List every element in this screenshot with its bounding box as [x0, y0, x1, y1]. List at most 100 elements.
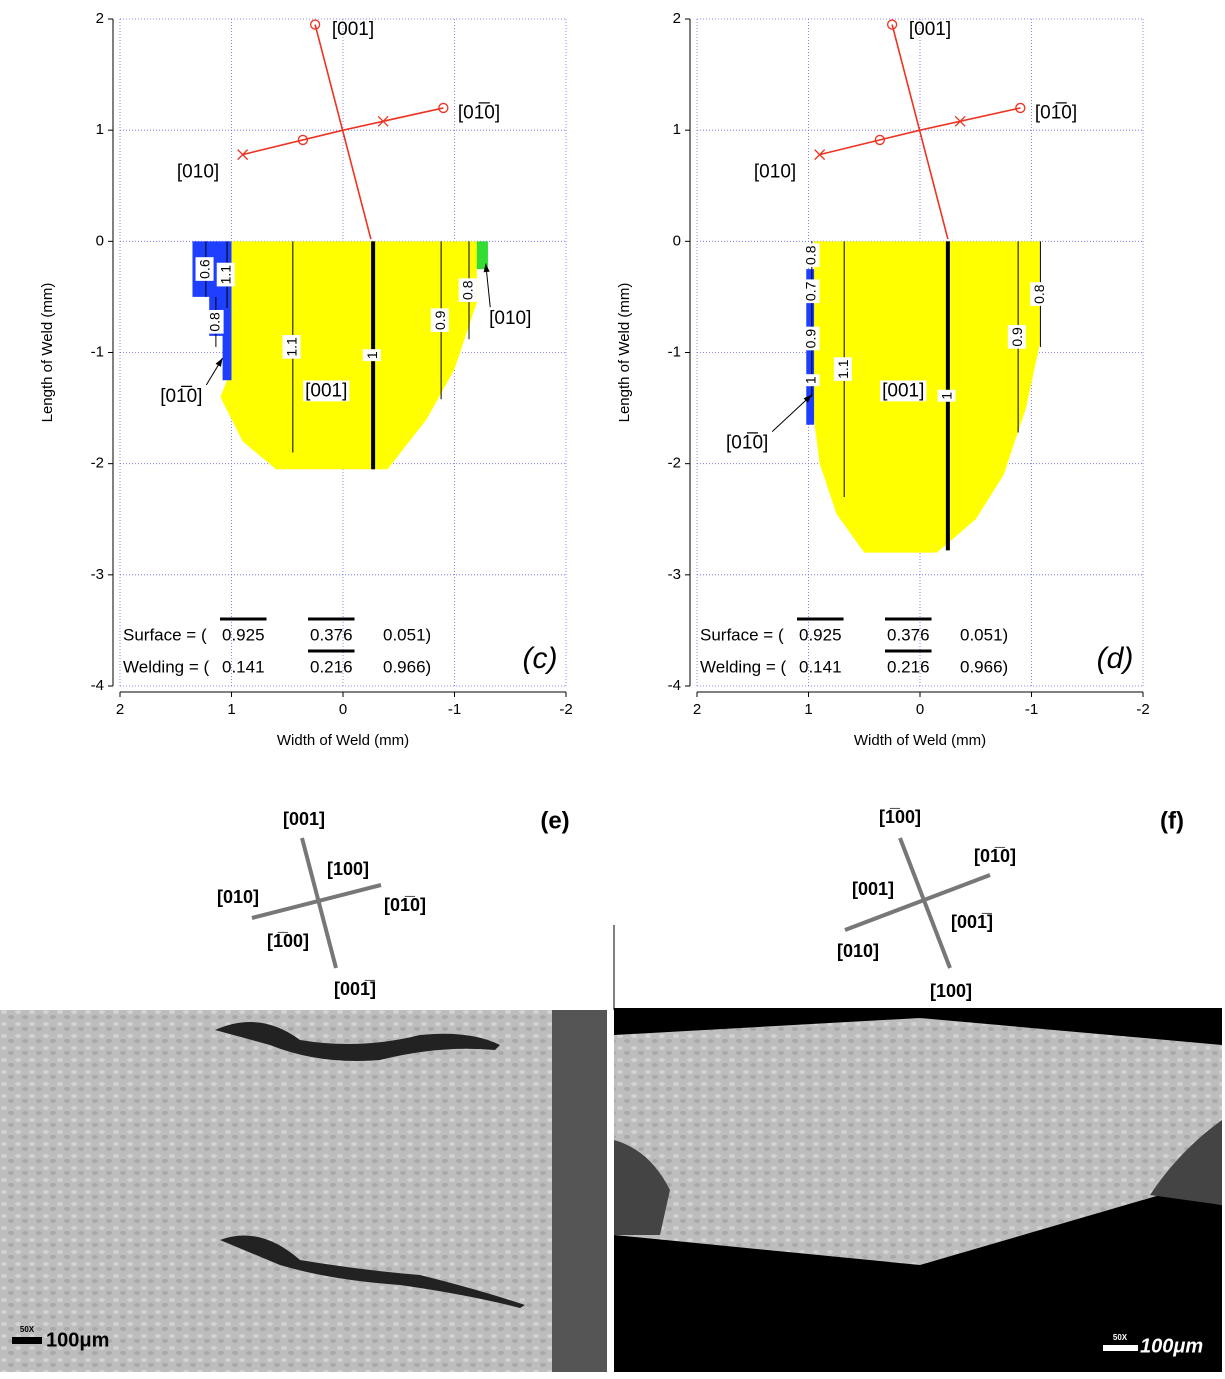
- y-tick-label: 1: [673, 121, 681, 138]
- x-tick-label: -1: [448, 701, 461, 718]
- contour-label: 1.1: [218, 265, 234, 285]
- orientation-vector: [242, 129, 344, 156]
- contour-label-bg: [430, 308, 449, 332]
- contour-label: 0.8: [803, 245, 819, 265]
- scale-label: 100μm: [1140, 1335, 1203, 1357]
- miller-cell: 0.141: [222, 657, 265, 676]
- dark-region: [614, 1140, 670, 1235]
- vector-marker: [377, 115, 389, 127]
- panel-label: (e): [540, 807, 569, 834]
- micrograph-image: [0, 1010, 607, 1372]
- y-tick-label: 1: [96, 121, 104, 138]
- miller-cell: 0.376: [887, 625, 930, 644]
- contour-label: 0.9: [432, 310, 448, 330]
- contour-label-bg: [1030, 282, 1049, 306]
- x-tick-label: 1: [227, 701, 235, 718]
- miller-cell: 0.376: [310, 625, 353, 644]
- axis-label: [001̅]: [334, 979, 376, 999]
- x-tick-label: 1: [804, 701, 812, 718]
- y-tick-label: -4: [668, 677, 681, 694]
- axis-label: [01̅0]: [384, 895, 426, 915]
- dark-region: [1150, 1120, 1222, 1205]
- contour-label: 1: [364, 351, 380, 359]
- miller-cell: 0.925: [222, 625, 265, 644]
- axis-line: [898, 837, 952, 969]
- contour-label-bg: [937, 389, 956, 402]
- y-tick-label: 2: [96, 10, 104, 27]
- vector-label: [010]: [177, 161, 219, 182]
- contour-label-bg: [801, 279, 820, 304]
- miller-cell: 0.051): [960, 625, 1008, 644]
- annotation-arrow: [771, 394, 813, 433]
- crack: [215, 1022, 500, 1061]
- vector-marker: [237, 149, 249, 161]
- axis-label: [001̅]: [951, 912, 993, 932]
- contour-label-bg: [833, 357, 852, 381]
- y-tick-label: -2: [668, 455, 681, 472]
- axis-label: [1̅00]: [879, 807, 921, 827]
- contour-label-bg: [801, 326, 820, 351]
- vector-marker: [297, 134, 309, 146]
- x-tick-label: -1: [1025, 701, 1038, 718]
- crack: [220, 1235, 525, 1308]
- miller-cell: 0.966): [383, 657, 431, 676]
- orientation-vector: [819, 129, 921, 156]
- x-tick-label: -2: [559, 701, 572, 718]
- magnification: 50X: [1113, 1333, 1128, 1342]
- vector-label: [010]: [754, 161, 796, 182]
- micrograph-e: 50X 100μm (e) [001] [100] [010] [01̅0] […: [0, 807, 607, 1372]
- x-tick-label: 0: [916, 701, 924, 718]
- axis-line: [300, 837, 338, 969]
- vector-marker: [886, 19, 898, 30]
- scale-label: 100μm: [46, 1329, 109, 1351]
- panel-label: (d): [1097, 642, 1134, 675]
- vector-marker: [1015, 102, 1026, 114]
- x-axis-title: Width of Weld (mm): [854, 732, 986, 749]
- weld-map: -4 -3 -2 -1 0 1 2 2 1 0 -1 -2 Width of Weld (mm) Leng…: [39, 10, 573, 749]
- vector-marker: [814, 149, 826, 161]
- region-label: [01̅0]: [160, 386, 202, 407]
- axis-label: [010]: [217, 887, 259, 907]
- region-label-bg: [880, 380, 927, 402]
- y-tick-label: -3: [668, 566, 681, 583]
- y-tick-label: -1: [91, 343, 104, 360]
- weld-region: [220, 241, 477, 470]
- miller-cell: 0.216: [887, 657, 930, 676]
- contour-label-bg: [282, 335, 301, 359]
- edge-region: [552, 1010, 607, 1372]
- arrow-head: [483, 263, 490, 273]
- vector-marker: [874, 134, 886, 146]
- vector-label: [001]: [909, 19, 951, 40]
- weld-section: [614, 1018, 1222, 1265]
- contour-label: 1.1: [284, 337, 300, 357]
- miller-cell: 0.966): [960, 657, 1008, 676]
- y-tick-label: 0: [96, 232, 104, 249]
- contour-label: 0.8: [207, 312, 223, 332]
- vector-marker: [309, 19, 321, 30]
- y-tick-label: 0: [673, 232, 681, 249]
- magnification: 50X: [20, 1325, 35, 1334]
- vector-label: [01̅0]: [1035, 103, 1077, 124]
- y-tick-label: -1: [668, 343, 681, 360]
- arrow-head: [803, 394, 812, 403]
- panel-label: (f): [1160, 807, 1184, 834]
- y-axis-title: Length of Weld (mm): [616, 283, 633, 423]
- arrow-head: [215, 358, 223, 367]
- orientation-vector: [342, 107, 444, 131]
- axis-line: [251, 883, 382, 920]
- micrograph-f: 50X 100μm (f) [1̅00] [01̅0] [001] [001̅]…: [614, 807, 1222, 1372]
- contour-label-bg: [801, 243, 820, 267]
- miller-cell: 0.051): [383, 625, 431, 644]
- axis-label: [001]: [852, 879, 894, 899]
- miller-cell: 0.141: [799, 657, 842, 676]
- axis-label: [100]: [930, 981, 972, 1001]
- miller-cell: 0.925: [799, 625, 842, 644]
- contour-label-bg: [195, 257, 214, 281]
- vector-marker: [438, 102, 449, 114]
- contour-label: 1: [803, 376, 819, 384]
- region-label-bg: [303, 380, 350, 402]
- orientation-axes: [251, 837, 382, 969]
- x-tick-label: 0: [339, 701, 347, 718]
- axis-line: [844, 873, 991, 932]
- scale-bar: [12, 1337, 42, 1344]
